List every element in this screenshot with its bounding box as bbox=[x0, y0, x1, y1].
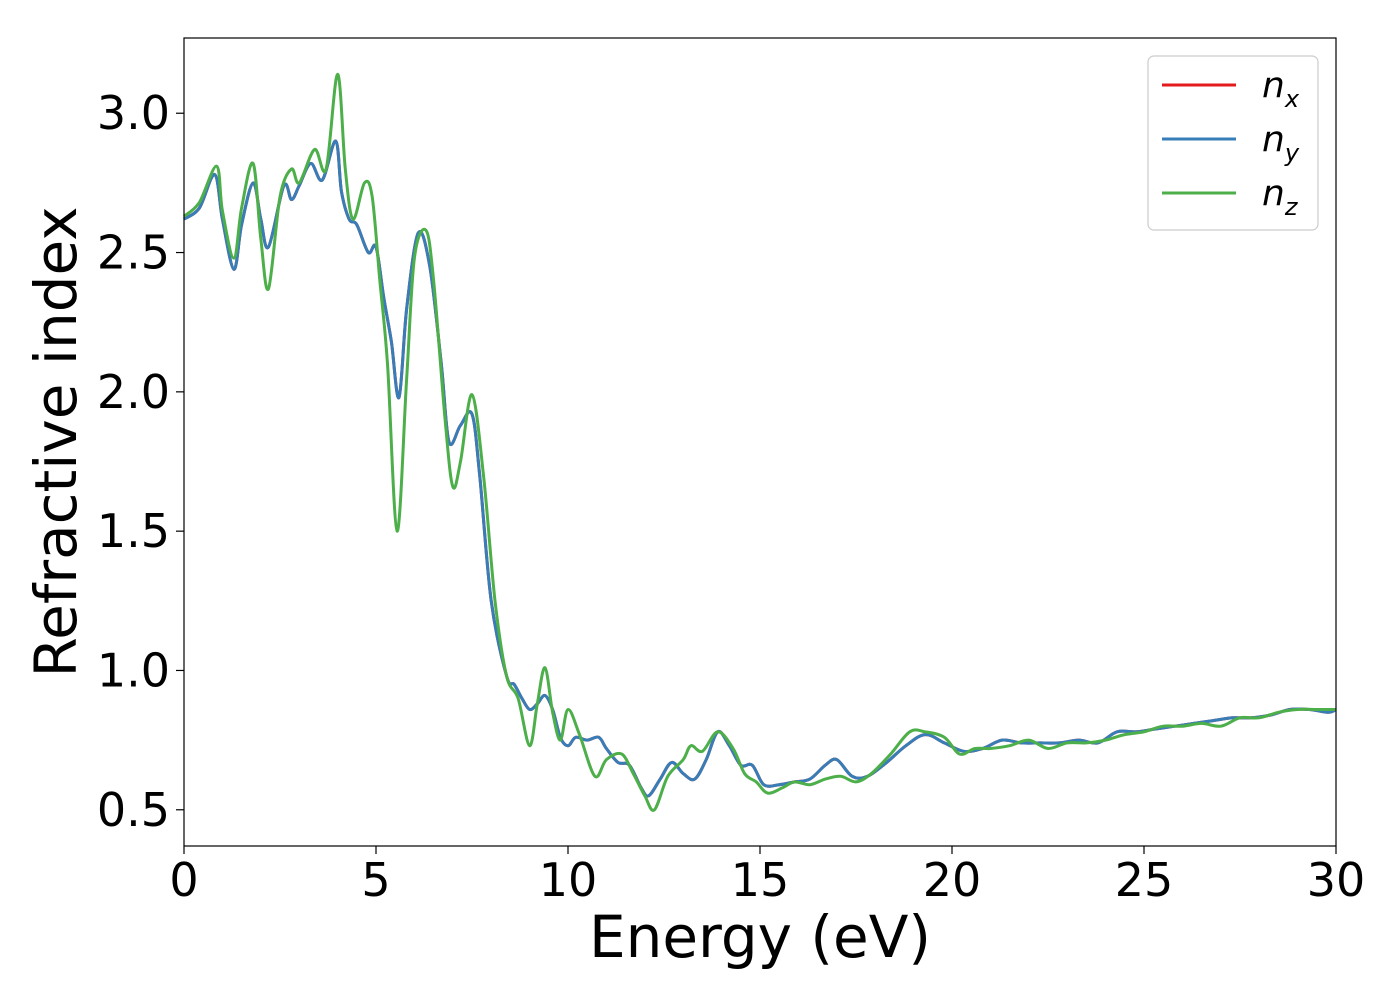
x-tick-label: 5 bbox=[361, 853, 390, 907]
series-line-nz bbox=[183, 72, 1336, 812]
series-line-ny bbox=[183, 139, 1337, 798]
series-layer bbox=[183, 72, 1337, 812]
x-tick-label: 25 bbox=[1115, 853, 1174, 907]
y-tick-label: 1.5 bbox=[97, 504, 170, 558]
legend-label-ny: ny bbox=[1262, 119, 1300, 167]
legend-box bbox=[1147, 55, 1319, 231]
legend-label-nx: nx bbox=[1262, 65, 1300, 113]
x-tick-label: 20 bbox=[923, 853, 982, 907]
y-tick-label: 2.5 bbox=[97, 226, 170, 280]
legend-label-nz: nz bbox=[1262, 173, 1299, 221]
x-axis-label: Energy (eV) bbox=[589, 903, 931, 971]
y-axis-label: Refractive index bbox=[22, 206, 90, 677]
x-tick-label: 30 bbox=[1307, 853, 1366, 907]
y-tick-label: 2.0 bbox=[97, 365, 170, 419]
x-tick-label: 0 bbox=[169, 853, 198, 907]
y-axis: 0.5 1.0 1.5 2.0 2.5 3.0 bbox=[97, 86, 184, 837]
legend: nx ny nz bbox=[1147, 55, 1319, 231]
x-axis: 0 5 10 15 20 25 30 bbox=[169, 846, 1365, 907]
plot-area-background bbox=[184, 38, 1336, 846]
y-tick-label: 3.0 bbox=[97, 86, 170, 140]
x-tick-label: 15 bbox=[731, 853, 790, 907]
x-tick-label: 10 bbox=[539, 853, 598, 907]
y-tick-label: 1.0 bbox=[97, 643, 170, 697]
y-tick-label: 0.5 bbox=[97, 783, 170, 837]
